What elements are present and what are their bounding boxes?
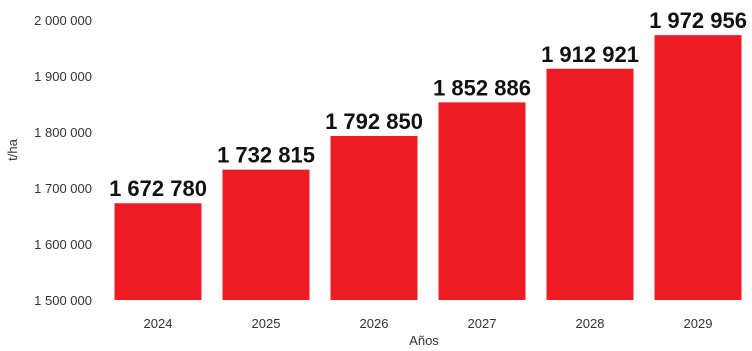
y-axis-title: t/ha: [5, 138, 20, 160]
y-tick-label: 1 800 000: [34, 125, 92, 140]
bar-2025: [222, 169, 310, 300]
y-tick-label: 1 900 000: [34, 69, 92, 84]
bar-2029: [654, 35, 742, 300]
x-tick-label: 2026: [360, 316, 389, 331]
y-axis-ticks: 1 500 000 1 600 000 1 700 000 1 800 000 1 90…: [34, 13, 92, 308]
bars-group: [114, 35, 742, 300]
x-tick-label: 2029: [684, 316, 713, 331]
data-label-2029: 1 972 956: [649, 8, 747, 33]
data-label-2025: 1 732 815: [217, 143, 315, 168]
bar-2027: [438, 102, 526, 300]
y-tick-label: 1 600 000: [34, 237, 92, 252]
x-tick-label: 2027: [468, 316, 497, 331]
data-label-2024: 1 672 780: [109, 176, 207, 201]
y-tick-label: 1 700 000: [34, 181, 92, 196]
y-tick-label: 2 000 000: [34, 13, 92, 28]
data-label-2027: 1 852 886: [433, 75, 531, 100]
x-tick-label: 2025: [252, 316, 281, 331]
data-label-2026: 1 792 850: [325, 109, 423, 134]
x-axis-title: Años: [409, 333, 439, 348]
bar-2028: [546, 68, 634, 300]
y-tick-label: 1 500 000: [34, 293, 92, 308]
bar-2024: [114, 203, 202, 300]
bar-2026: [330, 136, 418, 300]
data-label-2028: 1 912 921: [541, 42, 639, 67]
data-labels-group: 1 672 780 1 732 815 1 792 850 1 852 886 1 91…: [109, 8, 747, 201]
x-tick-label: 2024: [144, 316, 173, 331]
x-tick-label: 2028: [576, 316, 605, 331]
x-axis-ticks: 2024 2025 2026 2027 2028 2029: [144, 316, 713, 331]
